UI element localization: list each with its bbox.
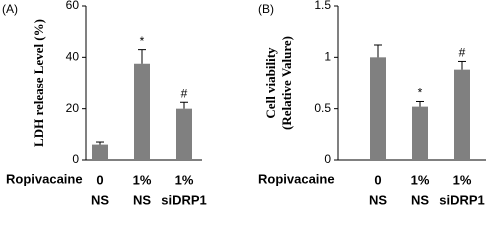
y-tick-label: 20 <box>66 101 80 115</box>
y-tick-label: 0 <box>324 152 331 166</box>
significance-mark: # <box>459 46 466 60</box>
y-tick-label: 1 <box>324 50 331 64</box>
y-tick-label: 1.5 <box>314 0 331 12</box>
y-tick-label: 0.5 <box>314 101 331 115</box>
y-axis-title: LDH release Level (%) <box>31 19 46 147</box>
panel-label: (B) <box>258 2 274 16</box>
bar <box>92 144 108 160</box>
bar <box>370 57 386 161</box>
y-axis-title: (Relative Valure) <box>279 36 294 130</box>
bar <box>134 63 150 160</box>
bar <box>176 108 192 160</box>
x-tick-label: 1% <box>453 172 472 187</box>
bar <box>412 106 428 160</box>
y-tick-label: 0 <box>72 152 79 166</box>
row-label: Ropivacaine <box>6 171 83 186</box>
group-label: NS <box>133 192 151 207</box>
significance-mark: # <box>181 86 188 100</box>
x-tick-label: 0 <box>96 172 103 187</box>
panel-label: (A) <box>2 2 18 16</box>
group-label: siDRP1 <box>161 192 207 207</box>
group-label: NS <box>91 192 109 207</box>
y-axis-title: Cell viability <box>263 47 278 119</box>
row-label: Ropivacaine <box>258 171 335 186</box>
group-label: NS <box>411 192 429 207</box>
x-tick-label: 1% <box>175 172 194 187</box>
y-tick-label: 60 <box>66 0 80 12</box>
significance-mark: * <box>418 86 423 100</box>
x-tick-label: 1% <box>133 172 152 187</box>
group-label: NS <box>369 192 387 207</box>
y-tick-label: 40 <box>66 50 80 64</box>
group-label: siDRP1 <box>439 192 485 207</box>
x-tick-label: 1% <box>411 172 430 187</box>
x-tick-label: 0 <box>374 172 381 187</box>
bar <box>454 69 470 160</box>
significance-mark: * <box>140 34 145 48</box>
figure: (A) LDH release Level (%) 0 20 40 60 Ropivacai… <box>2 0 486 207</box>
